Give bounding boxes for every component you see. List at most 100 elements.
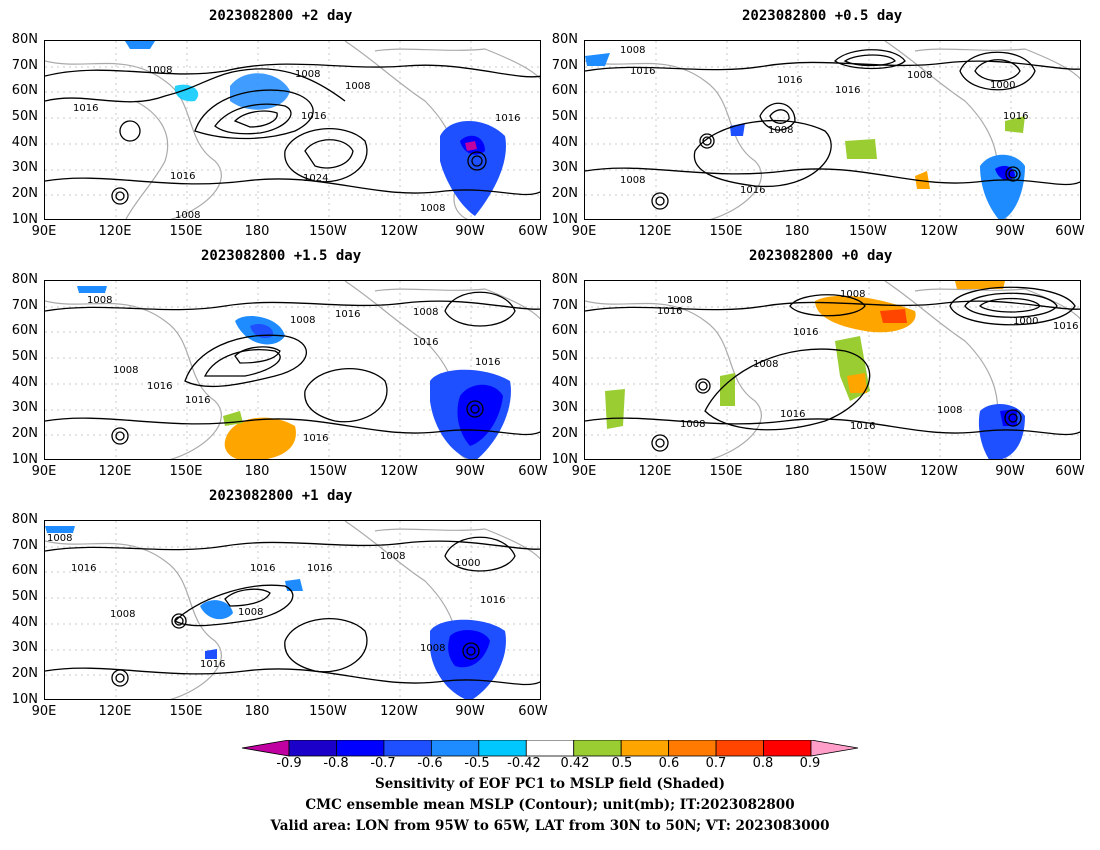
colorbar-cell — [478, 740, 527, 757]
map-frame: 1008 1008 1016 1008 1016 1024 1016 1008 … — [44, 40, 541, 220]
isobar-label: 1016 — [71, 563, 96, 574]
isobar-label: 1008 — [290, 315, 315, 326]
isobar-label: 1008 — [47, 533, 72, 544]
mslp-contours — [45, 291, 540, 445]
mslp-contours — [45, 536, 540, 687]
isobar-label: 1008 — [620, 175, 645, 186]
isobar-label: 1016 — [413, 337, 438, 348]
isobar-label: 1016 — [73, 103, 98, 114]
mslp-contours — [45, 63, 540, 205]
isobar-label: 1016 — [630, 66, 655, 77]
colorbar-cell — [620, 740, 670, 757]
colorbar-label: -0.7 — [370, 756, 396, 771]
map-plot: 1008 1016 1008 1016 1016 1008 1000 1008 … — [45, 521, 540, 699]
colorbar-cell — [383, 740, 432, 757]
panel-title: 2023082800 +1.5 day — [201, 248, 362, 264]
colorbar-cell — [430, 740, 480, 757]
colorbar-label: -0.42 — [507, 756, 541, 771]
isobar-label: 1016 — [480, 595, 505, 606]
isobar-label: 1016 — [185, 395, 210, 406]
isobar-label: 1016 — [850, 421, 875, 432]
isobar-label: 1016 — [301, 111, 326, 122]
isobar-label: 1016 — [303, 433, 328, 444]
colorbar-label: 0.6 — [658, 756, 680, 771]
colorbar-cell — [288, 740, 337, 757]
isobar-label: 1016 — [793, 327, 818, 338]
isobar-label: 1008 — [87, 295, 112, 306]
isobar-label: 1008 — [295, 69, 320, 80]
colorbar-cell — [715, 740, 764, 757]
isobar-label: 1000 — [990, 80, 1015, 91]
map-frame: 1008 1016 1008 1016 1016 1008 1000 1008 … — [44, 520, 541, 700]
isobar-label: 1000 — [455, 558, 480, 569]
isobar-label: 1008 — [907, 70, 932, 81]
isobar-label: 1016 — [835, 85, 860, 96]
isobar-label: 1016 — [147, 381, 172, 392]
isobar-label: 1016 — [780, 409, 805, 420]
map-frame: 1008 1016 1008 1000 1016 1008 1016 1008 … — [584, 40, 1081, 220]
map-frame: 1008 1008 1016 1008 1016 1008 1016 1016 … — [44, 280, 541, 460]
panel-title: 2023082800 +2 day — [209, 8, 353, 24]
isobar-label: 1008 — [380, 551, 405, 562]
panel-title: 2023082800 +1 day — [209, 488, 353, 504]
isobar-label: 1008 — [753, 359, 778, 370]
colorbar-label: 0.7 — [705, 756, 727, 771]
caption-line-3: Valid area: LON from 95W to 65W, LAT fro… — [270, 818, 830, 834]
sensitivity-shading — [77, 286, 511, 459]
colorbar-high-arrow — [810, 740, 859, 757]
isobar-label: 1000 — [1013, 316, 1038, 327]
colorbar-cell — [525, 740, 575, 757]
colorbar-cell — [336, 740, 385, 757]
isobar-label: 1016 — [1003, 111, 1028, 122]
map-plot: 1008 1008 1016 1008 1016 1024 1016 1008 … — [45, 41, 540, 220]
isobar-label: 1016 — [170, 171, 195, 182]
isobar-label: 1016 — [740, 185, 765, 196]
sensitivity-shading — [585, 53, 1025, 219]
isobar-label: 1008 — [768, 125, 793, 136]
colorbar-low-arrow — [241, 740, 290, 757]
isobar-label: 1008 — [680, 419, 705, 430]
colorbar-label: -0.6 — [417, 756, 443, 771]
isobar-label: 1008 — [113, 365, 138, 376]
panel-title: 2023082800 +0.5 day — [742, 8, 903, 24]
colorbar-label: 0.9 — [799, 756, 821, 771]
isobar-label: 1016 — [200, 659, 225, 670]
map-plot: 1008 1016 1008 1000 1016 1008 1016 1008 … — [585, 41, 1080, 219]
caption-line-2: CMC ensemble mean MSLP (Contour); unit(m… — [305, 797, 795, 813]
isobar-label: 1016 — [777, 75, 802, 86]
colorbar-swatches — [241, 740, 859, 757]
isobar-label: 1008 — [620, 45, 645, 56]
colorbar-label: 0.5 — [611, 756, 633, 771]
isobar-label: 1016 — [1053, 321, 1078, 332]
colorbar-cell — [763, 740, 812, 757]
map-frame: 1008 1016 1008 1000 1016 1016 1008 1016 … — [584, 280, 1081, 460]
isobar-label: 1016 — [657, 306, 682, 317]
isobar-label: 1008 — [937, 405, 962, 416]
caption-line-1: Sensitivity of EOF PC1 to MSLP field (Sh… — [374, 776, 726, 792]
isobar-label: 1016 — [495, 113, 520, 124]
isobar-label: 1008 — [147, 65, 172, 76]
isobar-label: 1008 — [345, 81, 370, 92]
sensitivity-shading — [45, 526, 506, 699]
isobar-label: 1016 — [475, 357, 500, 368]
isobar-label: 1008 — [840, 289, 865, 300]
colorbar-cell — [668, 740, 717, 757]
isobar-label: 1016 — [307, 563, 332, 574]
isobar-label: 1024 — [303, 173, 328, 184]
mslp-contours — [585, 49, 1080, 210]
isobar-label: 1008 — [667, 295, 692, 306]
isobar-label: 1008 — [420, 203, 445, 214]
isobar-label: 1016 — [250, 563, 275, 574]
isobar-label: 1016 — [335, 309, 360, 320]
colorbar-label: -0.9 — [276, 756, 302, 771]
colorbar-cell — [573, 740, 622, 757]
map-plot: 1008 1008 1016 1008 1016 1008 1016 1016 … — [45, 281, 540, 459]
colorbar-label: 0.42 — [560, 756, 590, 771]
isobar-label: 1008 — [413, 307, 438, 318]
panel-title: 2023082800 +0 day — [749, 248, 893, 264]
colorbar-label: 0.8 — [752, 756, 774, 771]
isobar-label: 1008 — [110, 609, 135, 620]
colorbar-label: -0.8 — [323, 756, 349, 771]
isobar-label: 1008 — [175, 210, 200, 220]
mslp-contours — [585, 286, 1080, 452]
